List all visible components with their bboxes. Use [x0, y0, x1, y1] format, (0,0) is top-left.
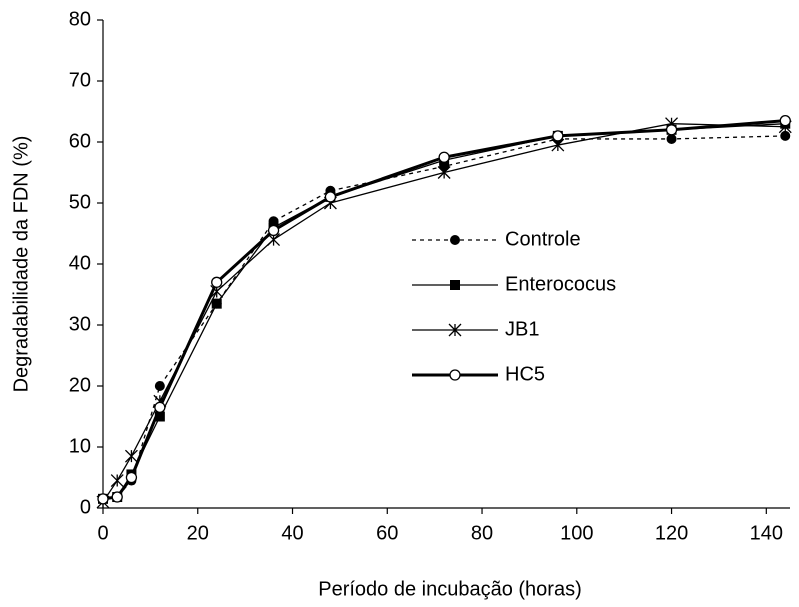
x-tick-label: 120 [655, 522, 688, 544]
x-axis-label: Período de incubação (horas) [318, 578, 582, 600]
marker [154, 381, 165, 391]
y-tick-label: 80 [69, 8, 91, 30]
x-tick-label: 40 [281, 522, 303, 544]
marker [111, 491, 123, 503]
marker [779, 115, 791, 127]
x-tick-label: 20 [187, 522, 209, 544]
legend-label: Controle [505, 228, 581, 250]
marker [124, 449, 138, 463]
x-tick-label: 60 [376, 522, 398, 544]
y-tick-label: 10 [69, 435, 91, 457]
marker [211, 298, 222, 309]
marker [267, 224, 280, 237]
legend-marker [450, 280, 460, 290]
x-tick-label: 80 [471, 522, 493, 544]
marker [666, 133, 677, 144]
x-tick-label: 140 [750, 522, 783, 544]
x-tick-label: 100 [560, 522, 593, 544]
marker [211, 276, 223, 288]
marker [97, 493, 109, 505]
y-tick-label: 60 [69, 130, 91, 152]
y-tick-label: 70 [69, 69, 91, 91]
marker [324, 191, 337, 203]
legend-marker [449, 369, 461, 381]
marker [552, 130, 564, 142]
marker [780, 130, 791, 141]
series-line [102, 135, 786, 500]
marker [110, 474, 124, 488]
legend-marker [448, 323, 462, 337]
y-tick-label: 20 [69, 374, 91, 396]
legend-label: JB1 [505, 318, 539, 340]
legend-marker [450, 235, 460, 245]
legend-label: HC5 [505, 363, 545, 385]
y-tick-label: 30 [69, 313, 91, 335]
marker [665, 124, 678, 136]
y-tick-label: 50 [69, 191, 91, 213]
marker [438, 151, 450, 163]
series-line [102, 123, 786, 500]
y-axis-label: Degradabilidade da FDN (%) [10, 136, 32, 393]
marker [125, 471, 138, 484]
legend-label: Enterococus [505, 273, 616, 295]
marker [154, 411, 165, 422]
x-tick-label: 0 [97, 522, 108, 544]
marker [437, 166, 451, 179]
series-line [102, 123, 786, 503]
marker [154, 401, 166, 414]
y-tick-label: 40 [69, 252, 91, 274]
y-tick-label: 0 [80, 496, 91, 518]
